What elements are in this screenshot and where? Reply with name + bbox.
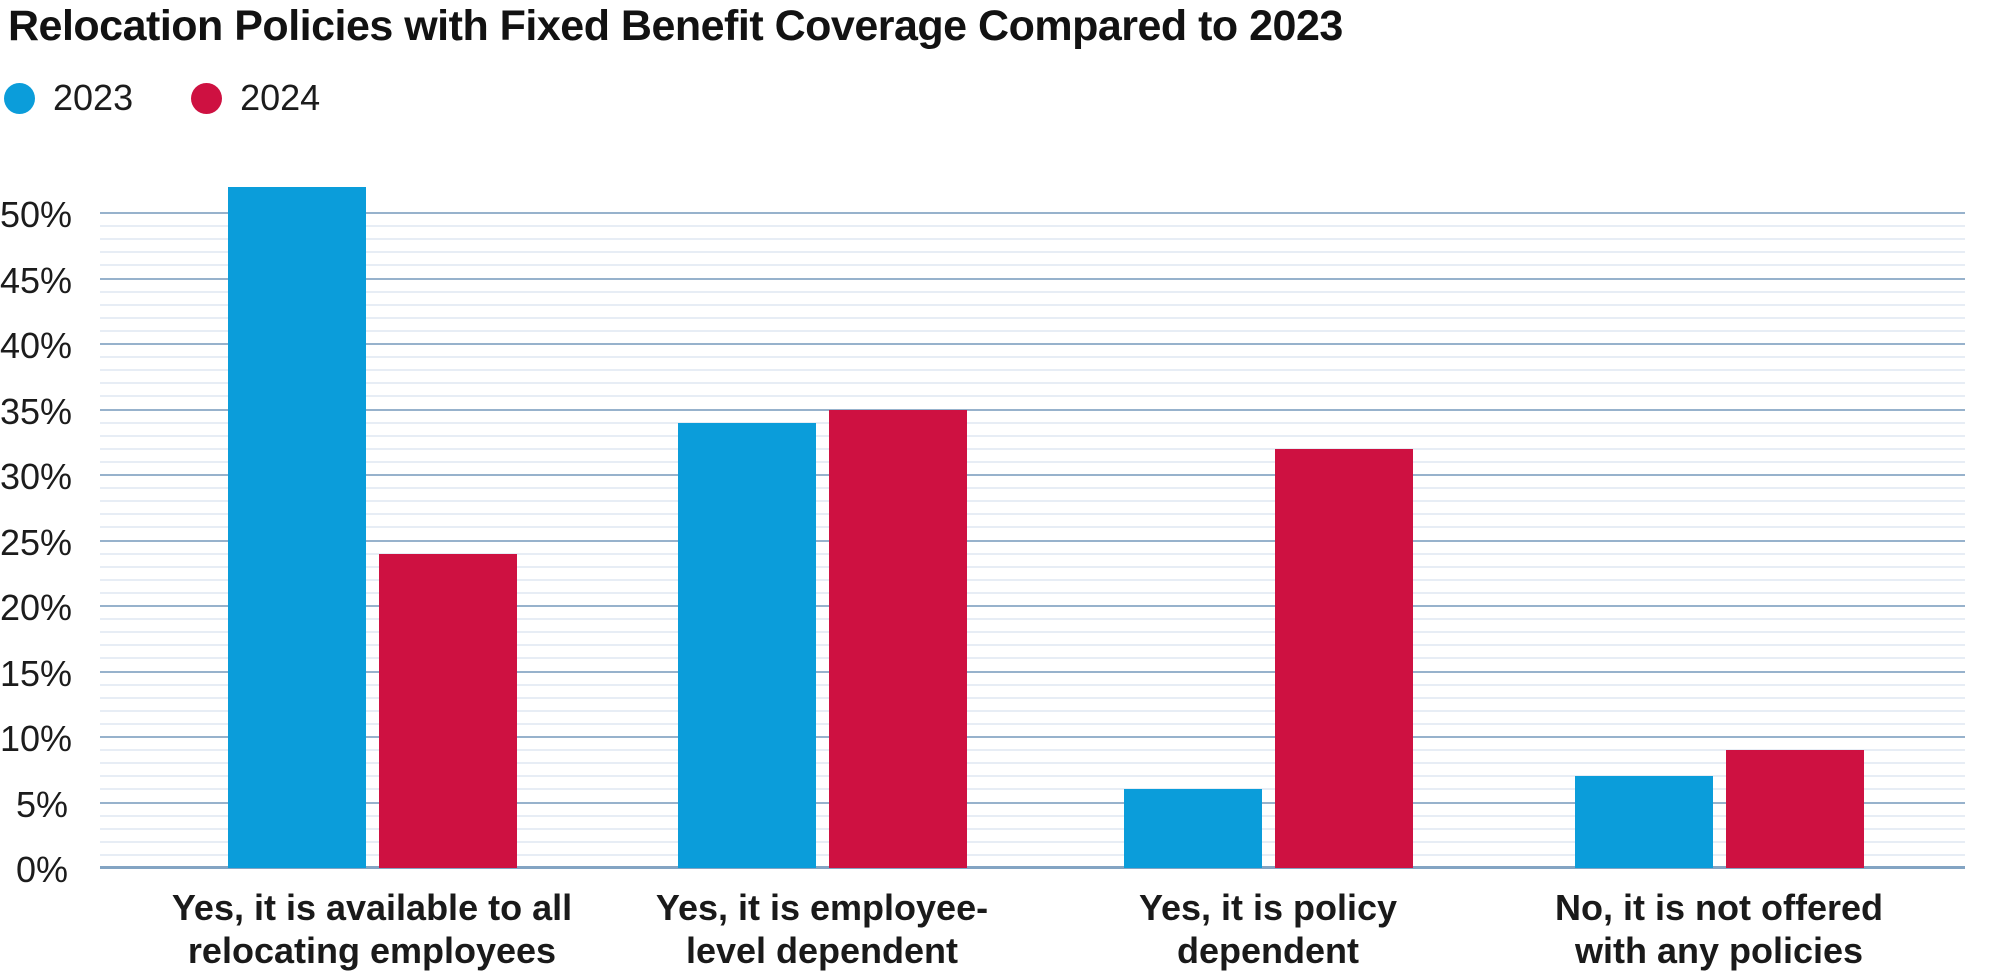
minor-gridline — [100, 316, 1965, 319]
minor-gridline — [100, 696, 1965, 699]
legend: 2023 2024 — [4, 80, 320, 116]
minor-gridline — [100, 487, 1965, 490]
chart-title: Relocation Policies with Fixed Benefit C… — [8, 2, 1343, 50]
minor-gridline — [100, 526, 1965, 529]
major-gridline — [100, 801, 1965, 804]
y-tick-label: 20% — [0, 587, 73, 628]
major-gridline — [100, 474, 1965, 476]
major-gridline — [100, 408, 1965, 411]
y-tick-label: 5% — [15, 783, 68, 825]
bar-2024-group3 — [1274, 448, 1413, 868]
minor-gridline — [100, 238, 1965, 241]
major-gridline — [100, 277, 1965, 280]
bar-chart: 0% 5% 10% 15% 20% 25% 30% 35% 40% 45% 50% Yes, it … — [0, 150, 2000, 973]
minor-gridline — [100, 500, 1965, 503]
category-label-line: Yes, it is employee- — [655, 887, 989, 928]
minor-gridline — [100, 631, 1965, 634]
bar-2023-group3 — [1123, 789, 1262, 868]
bar-2023-group2 — [677, 422, 816, 868]
category-label-line: with any policies — [1574, 930, 1864, 971]
x-axis-line — [100, 866, 1965, 869]
y-tick-label: 0% — [15, 849, 68, 890]
y-tick-label: 10% — [0, 718, 73, 759]
category-label: Yes, it is employee-level dependent — [522, 886, 1122, 972]
minor-gridline — [100, 251, 1965, 254]
minor-gridline — [100, 775, 1965, 778]
minor-gridline — [100, 853, 1965, 856]
minor-gridline — [100, 395, 1965, 398]
minor-gridline — [100, 264, 1965, 267]
minor-gridline — [100, 421, 1965, 424]
y-tick-label: 40% — [0, 325, 73, 366]
minor-gridline — [100, 369, 1965, 372]
minor-gridline — [100, 749, 1965, 752]
major-gridline — [100, 212, 1965, 214]
major-gridline — [100, 605, 1965, 607]
y-tick-label: 25% — [0, 521, 73, 563]
minor-gridline — [100, 762, 1965, 765]
minor-gridline — [100, 329, 1965, 332]
bar-2023-group1 — [227, 186, 366, 868]
minor-gridline — [100, 657, 1965, 660]
y-tick-label: 30% — [0, 456, 73, 497]
y-tick-label: 15% — [0, 652, 73, 694]
legend-label-2023: 2023 — [53, 77, 134, 118]
plot-area — [100, 150, 1965, 869]
category-label: Yes, it is policy dependent — [968, 886, 1568, 972]
minor-gridline — [100, 565, 1965, 568]
category-label: Yes, it is available to all relocating em… — [72, 886, 672, 972]
category-label-line: level dependent — [685, 930, 959, 971]
bar-2024-group1 — [378, 553, 517, 868]
legend-dot-2023-icon — [4, 82, 35, 114]
y-tick-label: 45% — [0, 259, 73, 301]
major-gridline — [100, 670, 1965, 673]
minor-gridline — [100, 513, 1965, 516]
major-gridline — [100, 343, 1965, 345]
category-label-line: relocating employees — [187, 930, 557, 971]
y-tick-label: 50% — [0, 194, 73, 235]
minor-gridline — [100, 578, 1965, 581]
category-label-line: Yes, it is policy — [1138, 887, 1398, 928]
legend-item-2023: 2023 — [4, 80, 133, 116]
major-gridline — [100, 736, 1965, 738]
bar-2024-group2 — [828, 409, 967, 868]
minor-gridline — [100, 827, 1965, 830]
minor-gridline — [100, 618, 1965, 621]
category-label-line: No, it is not offered — [1555, 887, 1883, 928]
category-label-line: Yes, it is available to all — [171, 887, 573, 928]
minor-gridline — [100, 788, 1965, 791]
legend-dot-2024-icon — [191, 82, 223, 114]
bar-2023-group4 — [1574, 776, 1713, 868]
minor-gridline — [100, 840, 1965, 843]
minor-gridline — [100, 722, 1965, 725]
minor-gridline — [100, 447, 1965, 450]
category-label-line: dependent — [1176, 930, 1359, 971]
minor-gridline — [100, 552, 1965, 555]
minor-gridline — [100, 683, 1965, 686]
minor-gridline — [100, 356, 1965, 359]
category-label: No, it is not offered with any policies — [1419, 886, 2000, 972]
y-tick-label: 35% — [0, 390, 73, 432]
minor-gridline — [100, 290, 1965, 293]
minor-gridline — [100, 460, 1965, 463]
minor-gridline — [100, 303, 1965, 306]
minor-gridline — [100, 814, 1965, 817]
legend-item-2024: 2024 — [191, 80, 320, 116]
legend-label-2024: 2024 — [240, 77, 321, 118]
major-gridline — [100, 539, 1965, 542]
minor-gridline — [100, 709, 1965, 712]
minor-gridline — [100, 591, 1965, 594]
minor-gridline — [100, 382, 1965, 385]
minor-gridline — [100, 644, 1965, 647]
minor-gridline — [100, 434, 1965, 437]
bar-2024-group4 — [1725, 750, 1864, 868]
minor-gridline — [100, 225, 1965, 228]
